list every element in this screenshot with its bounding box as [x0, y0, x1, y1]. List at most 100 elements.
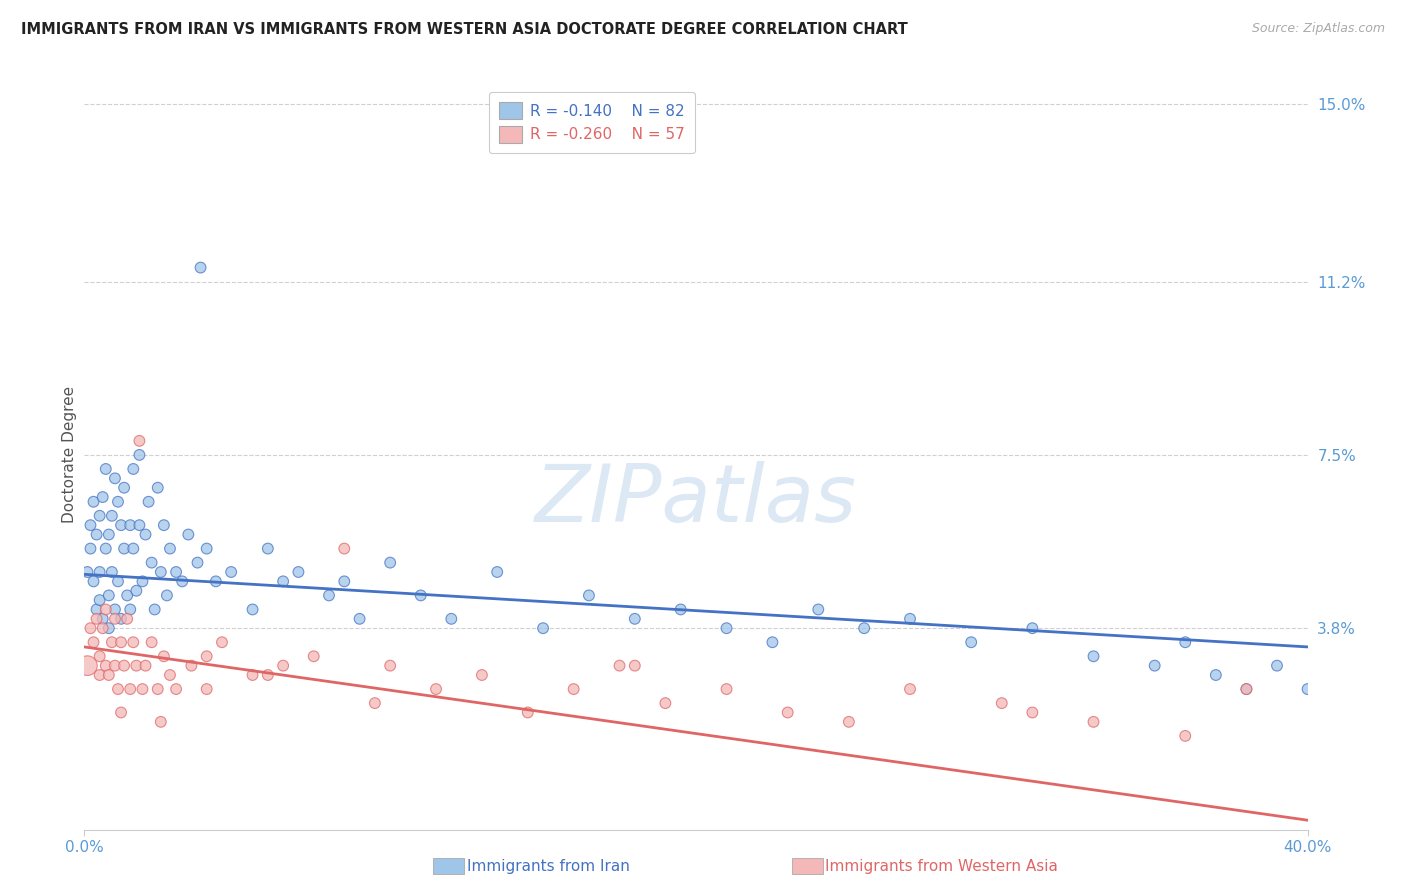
Point	[1236, 681, 1258, 696]
Point	[101, 508, 124, 523]
Point	[112, 541, 135, 556]
Point	[135, 658, 157, 673]
Point	[716, 621, 738, 635]
Point	[624, 612, 647, 626]
Text: Immigrants from Iran: Immigrants from Iran	[467, 859, 630, 873]
Point	[172, 574, 194, 589]
Point	[153, 518, 176, 533]
Point	[79, 621, 101, 635]
Point	[128, 518, 150, 533]
Point	[716, 681, 738, 696]
Text: IMMIGRANTS FROM IRAN VS IMMIGRANTS FROM WESTERN ASIA DOCTORATE DEGREE CORRELATIO: IMMIGRANTS FROM IRAN VS IMMIGRANTS FROM …	[21, 22, 908, 37]
Point	[440, 612, 463, 626]
Point	[89, 668, 111, 682]
Point	[135, 527, 157, 541]
Point	[79, 541, 101, 556]
Point	[271, 574, 294, 589]
Point	[138, 494, 160, 508]
Point	[960, 635, 983, 649]
Point	[471, 668, 494, 682]
Point	[94, 541, 117, 556]
Point	[97, 668, 120, 682]
Point	[195, 681, 218, 696]
Point	[516, 706, 538, 720]
Point	[1174, 729, 1197, 743]
Point	[333, 574, 356, 589]
Point	[122, 635, 145, 649]
Point	[609, 658, 631, 673]
Point	[380, 658, 402, 673]
Point	[211, 635, 233, 649]
Point	[83, 494, 105, 508]
Point	[165, 565, 187, 579]
Point	[425, 681, 447, 696]
Point	[349, 612, 371, 626]
Point	[578, 589, 600, 603]
Point	[83, 574, 105, 589]
Point	[97, 621, 120, 635]
Point	[141, 556, 163, 570]
Point	[177, 527, 200, 541]
Point	[486, 565, 509, 579]
Point	[180, 658, 202, 673]
Point	[159, 541, 181, 556]
Point	[156, 589, 179, 603]
Y-axis label: Doctorate Degree: Doctorate Degree	[62, 386, 77, 524]
Point	[287, 565, 309, 579]
Point	[409, 589, 432, 603]
Point	[1236, 681, 1258, 696]
Point	[79, 518, 101, 533]
Point	[242, 668, 264, 682]
Point	[76, 658, 98, 673]
Point	[153, 649, 176, 664]
Point	[195, 541, 218, 556]
Point	[271, 658, 294, 673]
Point	[318, 589, 340, 603]
Point	[83, 635, 105, 649]
Point	[76, 565, 98, 579]
Point	[149, 714, 172, 729]
Point	[776, 706, 799, 720]
Point	[669, 602, 692, 616]
Point	[257, 541, 280, 556]
Point	[110, 706, 132, 720]
Point	[112, 658, 135, 673]
Point	[104, 602, 127, 616]
Point	[94, 602, 117, 616]
Point	[128, 434, 150, 448]
Point	[110, 518, 132, 533]
Point	[1021, 621, 1043, 635]
Point	[531, 621, 554, 635]
Point	[128, 448, 150, 462]
Point	[131, 681, 153, 696]
Point	[89, 565, 111, 579]
Point	[149, 565, 172, 579]
Point	[624, 658, 647, 673]
Point	[991, 696, 1014, 710]
Point	[101, 635, 124, 649]
Point	[562, 681, 585, 696]
Point	[898, 681, 921, 696]
Point	[120, 518, 142, 533]
Point	[257, 668, 280, 682]
Point	[115, 589, 138, 603]
Point	[112, 481, 135, 495]
Point	[654, 696, 676, 710]
Point	[131, 574, 153, 589]
Point	[122, 541, 145, 556]
Legend: R = -0.140    N = 82, R = -0.260    N = 57: R = -0.140 N = 82, R = -0.260 N = 57	[489, 92, 696, 153]
Point	[104, 612, 127, 626]
Point	[94, 658, 117, 673]
Point	[125, 658, 148, 673]
Point	[219, 565, 242, 579]
Point	[110, 635, 132, 649]
Text: ZIPatlas: ZIPatlas	[534, 461, 858, 539]
Point	[91, 612, 114, 626]
Text: Source: ZipAtlas.com: Source: ZipAtlas.com	[1251, 22, 1385, 36]
Point	[195, 649, 218, 664]
Point	[86, 527, 108, 541]
Point	[761, 635, 783, 649]
Point	[89, 649, 111, 664]
Point	[159, 668, 181, 682]
Point	[807, 602, 830, 616]
